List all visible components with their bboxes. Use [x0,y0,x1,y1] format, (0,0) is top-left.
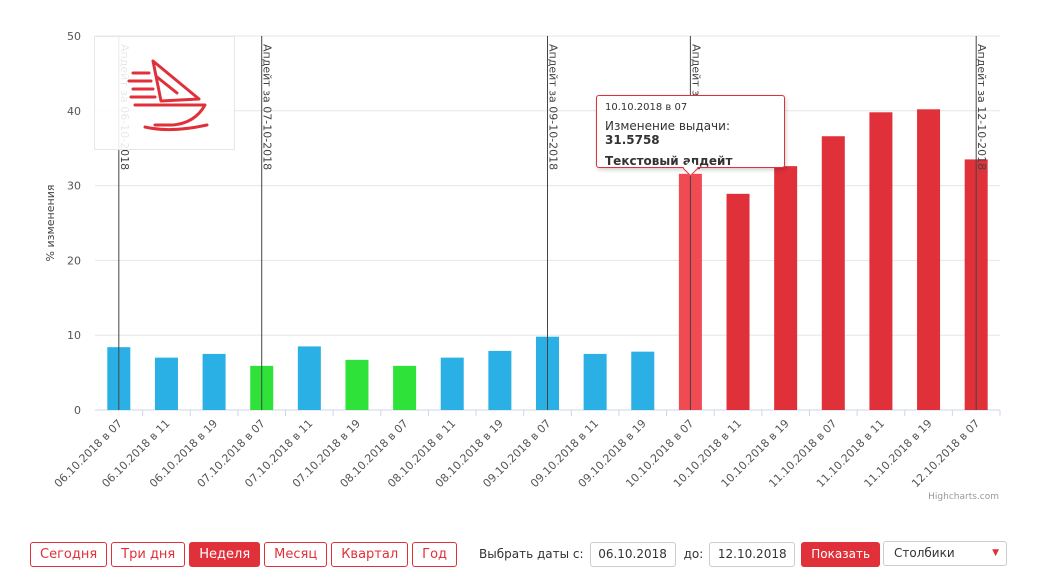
tooltip-value: 31.5758 [605,133,660,147]
bar[interactable] [631,351,655,410]
y-tick-label: 20 [67,254,81,267]
y-axis-label: % изменения [44,185,57,262]
y-axis: 0 10 20 30 40 50 [67,30,81,417]
credits-link[interactable]: Highcharts.com [928,492,999,502]
y-tick-label: 30 [67,180,81,193]
date-to-input[interactable] [709,541,796,567]
bar[interactable] [202,353,226,410]
bar[interactable] [774,166,798,410]
bar[interactable] [869,112,893,411]
bar[interactable] [488,350,512,410]
bar[interactable] [154,357,178,410]
period-buttons: Сегодня Три дня Неделя Месяц Квартал Год [30,541,461,567]
sailboat-logo-icon [127,59,209,132]
show-button[interactable]: Показать [801,541,881,567]
period-button[interactable]: Квартал [331,541,409,567]
logo-box [94,36,235,150]
period-button[interactable]: Неделя [189,541,261,567]
annotation-label: Апдейт за 09-10-2018 [547,44,560,170]
controls-bar: Сегодня Три дня Неделя Месяц Квартал Год Выбр… [30,541,1020,567]
period-button[interactable]: Сегодня [30,541,108,567]
bar[interactable] [583,353,607,410]
tooltip-value-label: Изменение выдачи: [605,119,730,133]
date-from-input[interactable] [589,541,676,567]
bar[interactable] [393,365,417,410]
y-tick-label: 0 [74,404,81,417]
chart-type-value: Столбики [894,546,955,560]
period-button[interactable]: Месяц [264,541,328,567]
bar[interactable] [917,109,941,410]
period-button[interactable]: Год [412,541,458,567]
chart-type-select[interactable]: Столбики ▼ [883,541,1007,566]
bar[interactable] [297,346,321,410]
bar[interactable] [440,357,464,410]
bar[interactable] [821,136,845,410]
annotation-label: Апдейт за 07-10-2018 [261,44,274,170]
tooltip-update-type: Текстовый апдейт [605,154,733,168]
tooltip-value-line: Изменение выдачи: 31.5758 [605,119,776,147]
y-tick-label: 10 [67,329,81,342]
tooltip: 10.10.2018 в 07 Изменение выдачи: 31.575… [596,95,785,177]
bar[interactable] [345,359,369,410]
tooltip-date: 10.10.2018 в 07 [605,102,688,113]
caret-down-icon: ▼ [992,548,999,558]
period-button[interactable]: Три дня [111,541,186,567]
y-tick-label: 40 [67,105,81,118]
date-range-label: Выбрать даты с: [479,547,584,561]
y-tick-label: 50 [67,30,81,43]
date-to-label: до: [683,547,704,561]
bar[interactable] [726,193,750,410]
annotation-label: Апдейт за 12-10-2018 [975,44,988,170]
